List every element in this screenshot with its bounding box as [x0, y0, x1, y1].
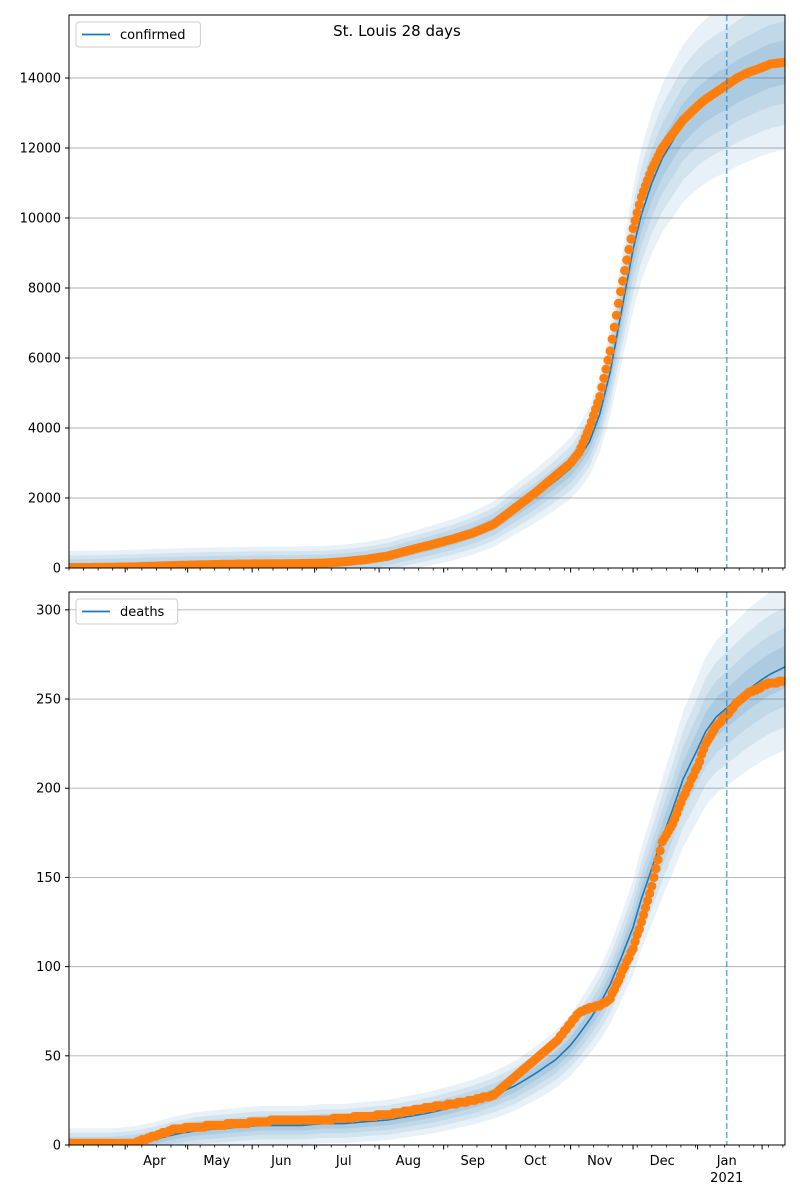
data-point: [780, 57, 785, 67]
data-point: [640, 903, 651, 913]
x-tick-label: Jun: [270, 1154, 291, 1169]
y-tick-label: 100: [36, 960, 61, 975]
y-tick-label: 14000: [20, 72, 61, 87]
data-point: [599, 373, 609, 383]
x-tick-label: Sep: [461, 1154, 486, 1169]
data-point: [616, 286, 626, 297]
y-tick-label: 0: [53, 1139, 61, 1154]
x-tick-label: Oct: [524, 1154, 546, 1169]
plot-area: [69, 15, 785, 568]
chart-title: St. Louis 28 days: [333, 22, 461, 40]
data-point: [653, 855, 663, 865]
x-tick-label: Nov: [587, 1154, 613, 1169]
x-tick-label: Aug: [396, 1154, 421, 1169]
y-tick-label: 300: [36, 603, 61, 618]
y-tick-label: 150: [36, 871, 61, 886]
data-point: [634, 924, 644, 934]
x-tick-label: Dec: [650, 1154, 675, 1169]
data-point: [628, 944, 638, 954]
y-tick-label: 2000: [28, 492, 61, 507]
legend-label: confirmed: [120, 28, 186, 43]
y-tick-label: 0: [53, 562, 61, 577]
y-tick-label: 12000: [20, 142, 61, 157]
data-point: [630, 216, 640, 226]
data-point: [647, 881, 657, 891]
y-tick-label: 6000: [28, 352, 61, 367]
data-point: [607, 334, 617, 344]
data-point: [624, 244, 634, 255]
data-point: [630, 937, 640, 947]
x-tick-label: Jan: [716, 1154, 737, 1169]
data-point: [649, 872, 659, 883]
data-point: [605, 346, 615, 356]
data-point: [626, 234, 636, 244]
legend-label: deaths: [120, 605, 165, 620]
data-point: [603, 355, 613, 365]
uncertainty-band: [69, 606, 785, 1145]
legend-box: [75, 598, 179, 625]
plot-area: [69, 592, 785, 1145]
legend: confirmed: [75, 21, 201, 48]
data-point: [595, 391, 605, 402]
y-tick-label: 8000: [28, 282, 61, 297]
y-tick-label: 4000: [28, 422, 61, 437]
data-point: [643, 896, 653, 906]
data-point: [611, 310, 622, 320]
panel-confirmed: 0 2000 4000 6000 8000 10000 12000 14000 confirme…: [20, 14, 786, 577]
uncertainty-band: [69, 15, 785, 568]
data-point: [636, 917, 647, 927]
data-point: [622, 255, 632, 265]
data-point: [645, 888, 655, 899]
data-point: [620, 265, 630, 276]
y-tick-label: 250: [36, 693, 61, 708]
data-point: [634, 200, 644, 210]
axes-frame: [68, 14, 786, 569]
data-point: [613, 298, 624, 308]
y-tick-label: 200: [36, 782, 61, 797]
data-point: [655, 846, 665, 856]
legend: deaths: [75, 598, 179, 625]
data-point: [628, 223, 638, 234]
x-tick-label: Apr: [143, 1154, 166, 1169]
data-point: [638, 910, 649, 920]
data-point: [695, 756, 705, 767]
uncertainty-band: [69, 21, 785, 568]
uncertainty-band: [69, 15, 785, 568]
data-point: [597, 382, 607, 392]
x-tick-label: May: [203, 1154, 230, 1169]
data-point: [632, 208, 642, 218]
uncertainty-band: [69, 627, 785, 1145]
data-point: [618, 276, 628, 286]
y-tick-label: 50: [44, 1049, 61, 1064]
legend-box: [75, 21, 201, 48]
panel-deaths: 0 50 100 150 200 250 300 Apr May Jun Jul Aug Sep Oct N…: [36, 591, 786, 1186]
x-year-label: 2021: [710, 1171, 743, 1186]
data-point: [651, 863, 661, 874]
x-tick-label: Jul: [335, 1154, 352, 1169]
data-point: [609, 322, 619, 332]
y-tick-label: 10000: [20, 212, 61, 227]
data-point: [780, 676, 785, 686]
axes-frame: [68, 591, 786, 1146]
data-point: [601, 364, 611, 374]
